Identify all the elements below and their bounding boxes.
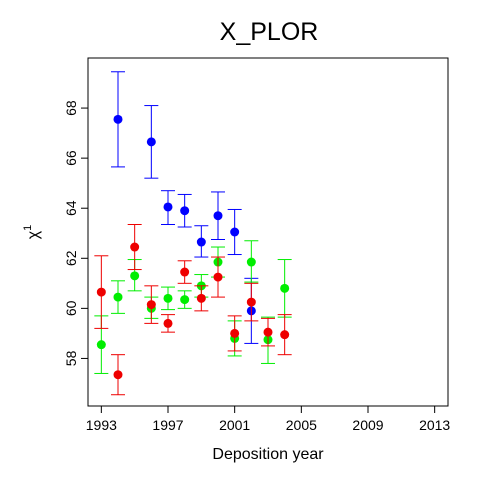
- y-tick-label: 58: [63, 350, 79, 366]
- chart-title: X_PLOR: [220, 18, 319, 46]
- y-tick-label: 64: [63, 200, 79, 216]
- series-2: [94, 241, 291, 374]
- x-tick-label: 2001: [219, 417, 250, 433]
- data-point: [214, 211, 223, 220]
- data-point: [197, 238, 206, 247]
- y-tick-label: 62: [63, 250, 79, 266]
- data-point: [280, 284, 289, 293]
- series-3: [94, 224, 291, 394]
- data-point: [180, 295, 189, 304]
- data-point: [114, 115, 123, 124]
- data-point: [164, 294, 173, 303]
- y-axis-label-superscript: 1: [22, 225, 34, 231]
- data-point: [180, 206, 189, 215]
- x-tick-label: 2013: [419, 417, 450, 433]
- x-tick-label: 2005: [286, 417, 317, 433]
- data-point: [180, 268, 189, 277]
- data-marks: [94, 72, 291, 395]
- data-point: [280, 330, 289, 339]
- y-tick-label: 66: [63, 150, 79, 166]
- data-point: [164, 319, 173, 328]
- data-point: [264, 328, 273, 337]
- data-point: [247, 258, 256, 267]
- x-tick-label: 1997: [152, 417, 183, 433]
- data-point: [197, 294, 206, 303]
- data-point: [130, 243, 139, 252]
- y-tick-label: 68: [63, 100, 79, 116]
- x-tick-label: 1993: [86, 417, 117, 433]
- data-point: [97, 288, 106, 297]
- data-point: [147, 137, 156, 146]
- data-point: [247, 298, 256, 307]
- x-tick-label: 2009: [352, 417, 383, 433]
- data-point: [164, 202, 173, 211]
- data-point: [97, 340, 106, 349]
- data-point: [114, 293, 123, 302]
- data-point: [230, 329, 239, 338]
- data-point: [214, 273, 223, 282]
- y-axis-label: χ1: [22, 225, 42, 240]
- data-point: [230, 228, 239, 237]
- x-axis-label: Deposition year: [212, 446, 324, 463]
- data-point: [114, 370, 123, 379]
- data-point: [130, 271, 139, 280]
- y-axis: 58 60 62 64 66 68: [63, 100, 88, 366]
- y-tick-label: 60: [63, 300, 79, 316]
- x-axis: 1993 1997 2001 2005 2009 2013: [86, 406, 451, 433]
- data-point: [147, 300, 156, 309]
